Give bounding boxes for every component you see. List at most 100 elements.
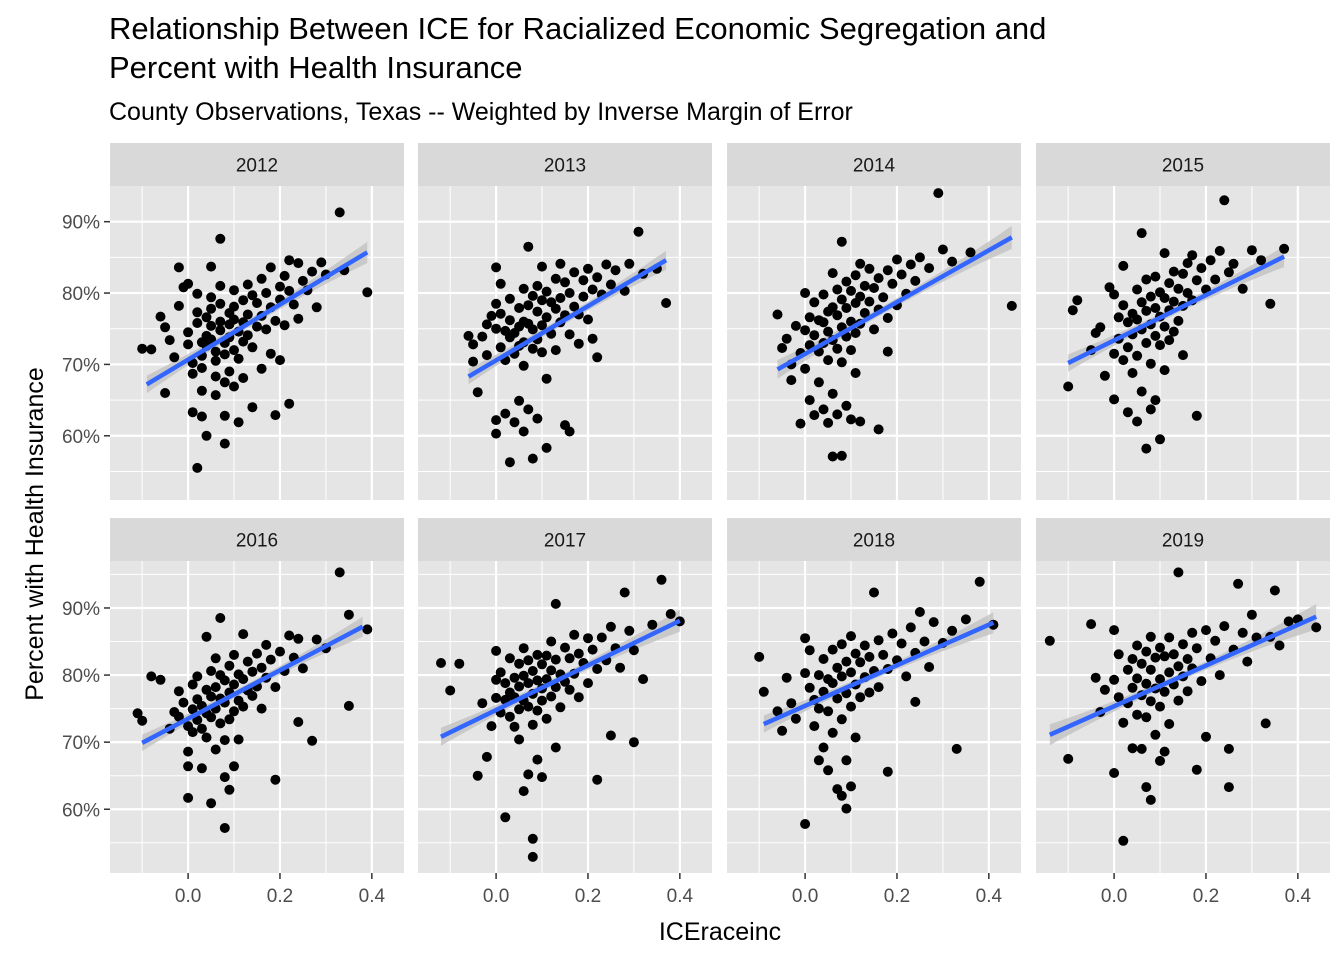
- data-point: [219, 438, 230, 449]
- x-tick-label: 0.4: [1285, 886, 1312, 907]
- data-point: [1155, 674, 1165, 685]
- data-point: [1141, 443, 1152, 454]
- data-point: [827, 268, 838, 279]
- data-point: [242, 309, 253, 320]
- data-point: [905, 622, 916, 633]
- data-point: [864, 687, 875, 698]
- data-point: [233, 734, 244, 745]
- data-point: [1150, 330, 1161, 341]
- data-point: [564, 684, 575, 695]
- data-point: [288, 299, 299, 310]
- data-point: [1150, 271, 1161, 282]
- data-point: [1269, 585, 1280, 596]
- data-point: [583, 678, 593, 689]
- data-point: [219, 675, 230, 686]
- data-point: [1214, 245, 1225, 256]
- data-point: [624, 625, 635, 636]
- data-point: [196, 723, 207, 734]
- data-point: [596, 632, 607, 643]
- x-tick-label: 0.2: [884, 886, 910, 907]
- data-point: [859, 308, 870, 318]
- data-point: [265, 348, 276, 359]
- data-point: [809, 721, 820, 732]
- data-point: [491, 428, 502, 439]
- x-tick-label: 0.4: [667, 886, 694, 907]
- data-point: [293, 258, 304, 269]
- data-point: [869, 283, 879, 293]
- data-point: [836, 714, 847, 725]
- data-point: [919, 636, 930, 647]
- data-point: [550, 303, 561, 314]
- data-point: [933, 188, 944, 199]
- data-point: [527, 453, 538, 464]
- data-point: [818, 404, 829, 415]
- data-point: [215, 298, 226, 309]
- y-tick-label: 60%: [62, 800, 100, 821]
- data-point: [229, 345, 239, 356]
- data-point: [297, 275, 308, 286]
- data-point: [504, 315, 515, 326]
- data-point: [1159, 746, 1170, 757]
- data-point: [210, 346, 221, 357]
- data-point: [846, 781, 856, 792]
- data-point: [477, 698, 488, 709]
- data-point: [297, 663, 308, 674]
- data-point: [247, 690, 258, 701]
- data-point: [532, 754, 543, 765]
- data-point: [229, 381, 239, 392]
- data-point: [1150, 395, 1161, 406]
- data-point: [541, 312, 552, 323]
- data-point: [514, 395, 525, 406]
- data-point: [532, 306, 543, 317]
- data-point: [855, 416, 866, 427]
- data-point: [1164, 632, 1175, 643]
- facet-strip: [727, 518, 1021, 561]
- data-point: [859, 280, 870, 291]
- data-point: [1145, 404, 1156, 415]
- data-point: [509, 417, 520, 428]
- data-point: [1242, 656, 1253, 667]
- facet-strip: [1036, 518, 1330, 561]
- data-point: [914, 607, 925, 617]
- data-point: [1265, 298, 1276, 309]
- data-point: [1168, 649, 1179, 660]
- data-point: [965, 247, 976, 258]
- facet-panel-2019: 2019 0.0 0.2 0.4: [1036, 518, 1330, 907]
- data-point: [224, 714, 235, 725]
- data-point: [206, 320, 217, 331]
- data-point: [210, 355, 221, 366]
- data-point: [238, 701, 249, 712]
- data-point: [210, 390, 221, 401]
- data-point: [491, 692, 502, 703]
- data-point: [1201, 731, 1211, 742]
- data-point: [293, 717, 304, 727]
- data-point: [261, 288, 272, 298]
- data-point: [1113, 312, 1124, 323]
- y-tick-label: 80%: [62, 666, 100, 687]
- data-point: [772, 309, 783, 320]
- facet-strip-label: 2013: [544, 156, 586, 177]
- data-point: [850, 648, 861, 659]
- data-point: [537, 659, 547, 670]
- regression-line: [141, 624, 364, 745]
- data-point: [587, 644, 598, 655]
- data-point: [219, 377, 230, 388]
- data-point: [279, 320, 290, 331]
- data-point: [1118, 835, 1129, 846]
- data-point: [238, 629, 249, 640]
- regression-line: [467, 258, 668, 379]
- data-point: [914, 252, 925, 263]
- data-point: [275, 646, 285, 657]
- data-point: [873, 424, 884, 435]
- data-point: [1132, 640, 1143, 651]
- data-point: [537, 261, 547, 272]
- data-point: [583, 633, 593, 644]
- data-point: [311, 302, 322, 313]
- data-point: [1109, 289, 1120, 300]
- data-point: [615, 662, 626, 673]
- data-point: [605, 621, 616, 632]
- data-point: [1145, 696, 1156, 707]
- data-point: [481, 319, 492, 330]
- data-point: [307, 735, 318, 746]
- data-point: [928, 617, 939, 628]
